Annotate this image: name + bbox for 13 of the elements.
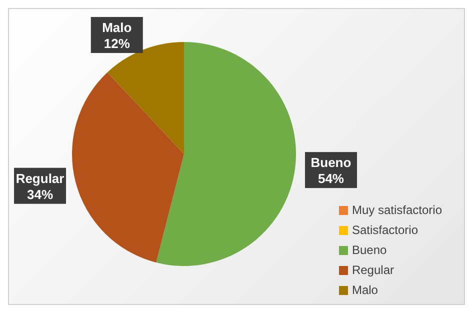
legend-label: Malo — [352, 283, 378, 297]
data-label: 54% — [318, 171, 344, 186]
legend-label: Satisfactorio — [352, 223, 418, 237]
legend-label: Muy satisfactorio — [352, 203, 442, 217]
legend-label: Bueno — [352, 243, 387, 257]
slice-label: Bueno — [310, 155, 352, 170]
pie-slice — [156, 42, 296, 266]
data-label: 34% — [27, 186, 54, 202]
slice-label: Malo — [102, 20, 132, 35]
slice-label: Regular — [16, 170, 64, 186]
legend-label: Regular — [352, 263, 394, 277]
pie-slice — [72, 72, 184, 262]
data-label: 12% — [104, 36, 130, 51]
